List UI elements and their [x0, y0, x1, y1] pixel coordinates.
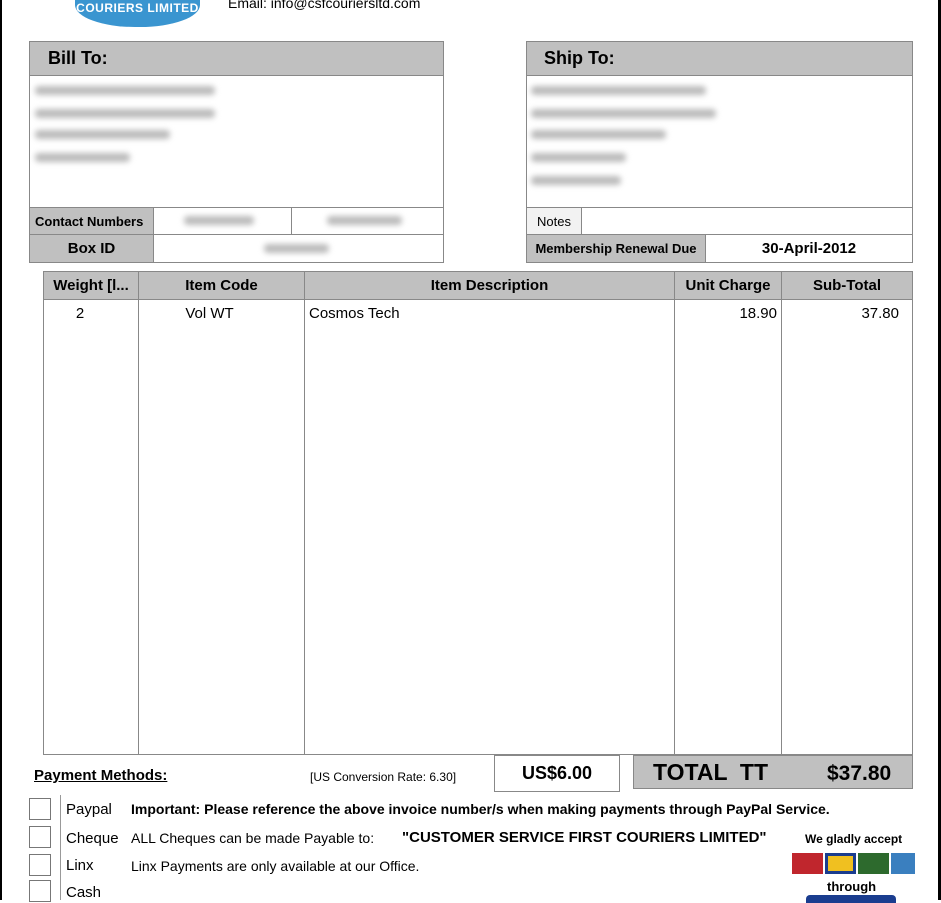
header-weight: Weight [l... — [44, 272, 138, 300]
notes-label: Notes — [526, 207, 582, 235]
paypal-label: Paypal — [66, 801, 112, 818]
contact-numbers-label: Contact Numbers — [29, 207, 154, 235]
box-id-label: Box ID — [29, 234, 154, 263]
contact-number-2 — [291, 207, 444, 235]
cheque-checkbox[interactable] — [29, 826, 51, 848]
column-item-code: Item Code Vol WT — [138, 271, 305, 755]
linx-checkbox[interactable] — [29, 854, 51, 876]
amex-icon — [891, 853, 915, 874]
cash-label: Cash — [66, 884, 102, 901]
header-description: Item Description — [305, 272, 674, 300]
column-unit-charge: Unit Charge 18.90 — [674, 271, 782, 755]
divider — [60, 795, 61, 900]
linx-note: Linx Payments are only available at our … — [131, 858, 420, 874]
contact-number-1 — [153, 207, 292, 235]
redacted-text — [35, 109, 215, 118]
accept-text: We gladly accept — [805, 832, 903, 846]
redacted-text — [531, 86, 706, 95]
total-value: $37.80 — [827, 762, 892, 785]
box-id-value — [153, 234, 444, 263]
cell-subtotal: 37.80 — [861, 305, 899, 322]
ship-to-box — [526, 41, 913, 263]
bill-to-title: Bill To: — [48, 48, 108, 68]
total-label: TOTAL TT — [653, 759, 768, 785]
header-unit-charge: Unit Charge — [675, 272, 781, 300]
membership-renewal-value: 30-April-2012 — [705, 234, 913, 263]
paypal-checkbox[interactable] — [29, 798, 51, 820]
paypal-logo — [806, 895, 896, 903]
page-border-left — [0, 0, 2, 900]
redacted-text — [531, 109, 716, 118]
mastercard-icon — [792, 853, 823, 874]
cell-unit-charge: 18.90 — [739, 305, 777, 322]
cell-description: Cosmos Tech — [309, 305, 400, 322]
cell-weight: 2 — [75, 305, 85, 322]
card-logos — [792, 853, 915, 874]
cash-checkbox[interactable] — [29, 880, 51, 902]
notes-value[interactable] — [581, 207, 913, 235]
redacted-text — [35, 86, 215, 95]
cell-item-code: Vol WT — [185, 305, 234, 322]
membership-renewal-label: Membership Renewal Due — [526, 234, 706, 263]
visa-icon — [825, 853, 856, 874]
usd-total: US$6.00 — [494, 755, 620, 792]
linx-label: Linx — [66, 857, 94, 874]
cheque-payee: "CUSTOMER SERVICE FIRST COURIERS LIMITED… — [402, 829, 767, 846]
payment-methods-heading: Payment Methods: — [34, 767, 168, 784]
redacted-text — [35, 130, 170, 139]
company-logo: COURIERS LIMITED — [75, 0, 200, 27]
conversion-rate: [US Conversion Rate: 6.30] — [310, 770, 457, 784]
ship-to-title: Ship To: — [544, 48, 615, 68]
header-subtotal: Sub-Total — [782, 272, 912, 300]
discover-icon — [858, 853, 889, 874]
redacted-text — [531, 176, 621, 185]
column-subtotal: Sub-Total 37.80 — [781, 271, 913, 755]
redacted-text — [35, 153, 130, 162]
email-text: Email: info@csfcouriersltd.com — [228, 0, 421, 11]
through-text: through — [827, 879, 877, 894]
redacted-text — [531, 130, 666, 139]
page-border-right — [938, 0, 941, 900]
column-weight: Weight [l... 2 — [43, 271, 139, 755]
header-item-code: Item Code — [139, 272, 304, 300]
paypal-note: Important: Please reference the above in… — [131, 801, 830, 817]
total-box: TOTAL TT $37.80 — [633, 755, 913, 789]
cheque-label: Cheque — [66, 830, 119, 847]
column-description: Item Description Cosmos Tech — [304, 271, 675, 755]
redacted-text — [531, 153, 626, 162]
cheque-note: ALL Cheques can be made Payable to: — [131, 830, 375, 846]
